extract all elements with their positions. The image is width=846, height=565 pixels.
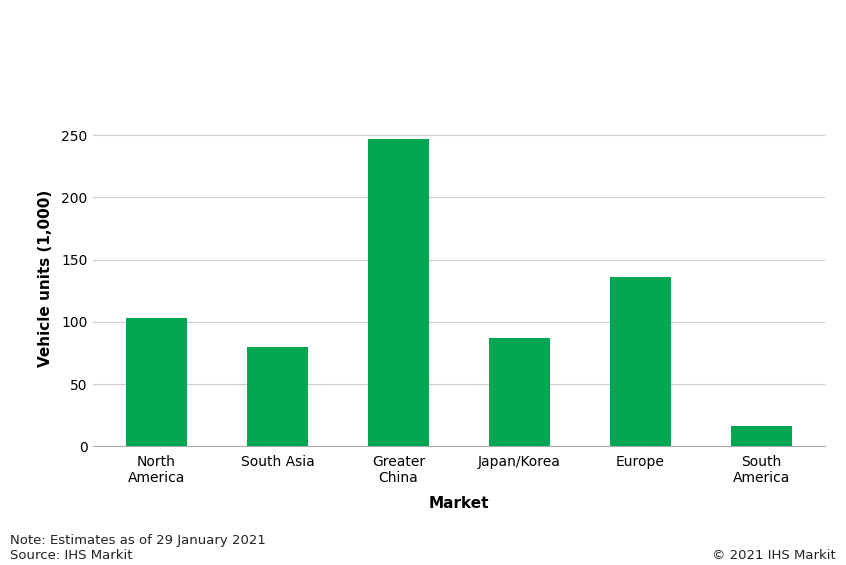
Text: Estimated impact on light vehicle production volume in Q1 2021 due to
semiconduc: Estimated impact on light vehicle produc… (10, 16, 710, 59)
Bar (489, 338, 550, 446)
Bar (126, 318, 187, 446)
X-axis label: Market: Market (429, 496, 489, 511)
Bar (368, 139, 429, 446)
Y-axis label: Vehicle units (1,000): Vehicle units (1,000) (38, 190, 52, 367)
Bar (731, 427, 792, 446)
Text: Note: Estimates as of 29 January 2021
Source: IHS Markit: Note: Estimates as of 29 January 2021 So… (10, 534, 266, 562)
Bar (610, 277, 671, 446)
Text: © 2021 IHS Markit: © 2021 IHS Markit (712, 549, 836, 562)
Bar (247, 347, 308, 446)
